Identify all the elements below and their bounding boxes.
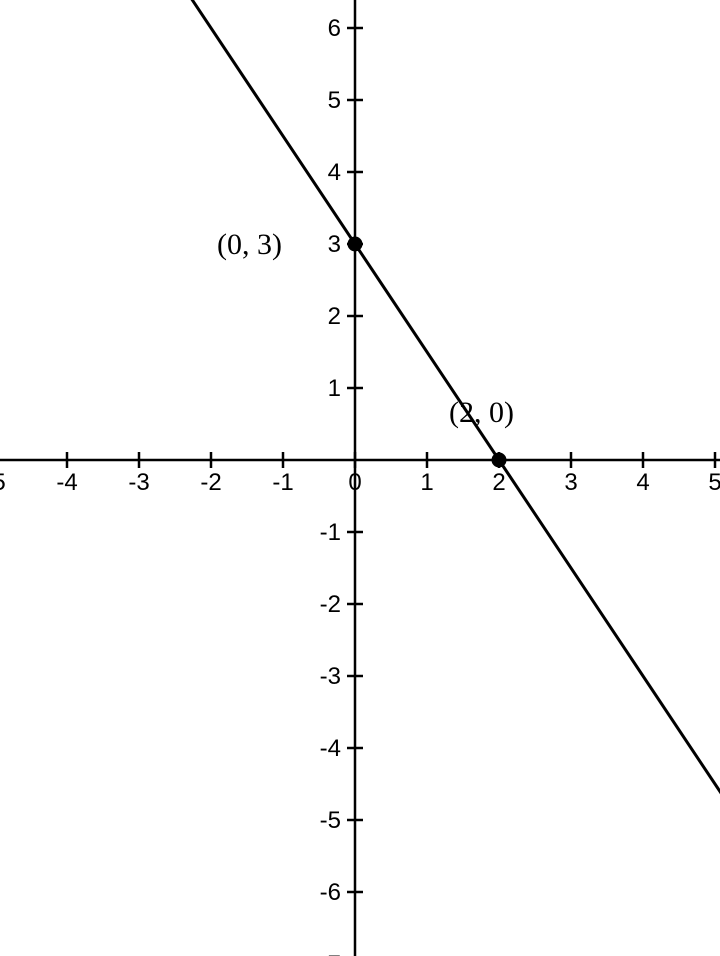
plotted-point (348, 237, 362, 251)
y-tick-label: -6 (320, 879, 341, 906)
y-tick-label: 1 (328, 375, 341, 402)
x-tick-label: 4 (636, 469, 649, 496)
y-tick-label: 2 (328, 303, 341, 330)
y-tick-label: -5 (320, 807, 341, 834)
y-tick-label-partial: 7 (328, 951, 341, 956)
y-tick-label: -3 (320, 663, 341, 690)
x-tick-label: 3 (564, 469, 577, 496)
point-label: (2, 0) (449, 396, 514, 429)
y-tick-label: 4 (328, 159, 341, 186)
x-tick-label: 0 (348, 469, 361, 496)
x-tick-label: 2 (492, 469, 505, 496)
x-tick-label: -5 (0, 469, 6, 496)
coordinate-plane-chart: -5 -4 -3 -2 -1 0 1 2 3 4 5 -6 -5 -4 -3 -2 -1 1 2 3 4 5 6 7 (0, 3… (0, 0, 720, 956)
x-tick-label: -4 (56, 469, 77, 496)
y-tick-label: -1 (320, 519, 341, 546)
y-tick-label: 5 (328, 87, 341, 114)
y-tick-label: 3 (328, 231, 341, 258)
y-tick-label: -4 (320, 735, 341, 762)
x-tick-label: -2 (200, 469, 221, 496)
plotted-point (492, 453, 506, 467)
y-tick-label: -2 (320, 591, 341, 618)
point-label: (0, 3) (217, 228, 282, 261)
x-tick-label: 1 (420, 469, 433, 496)
x-tick-label: -3 (128, 469, 149, 496)
x-tick-label: 5 (708, 469, 720, 496)
x-tick-label: -1 (272, 469, 293, 496)
y-tick-label: 6 (328, 15, 341, 42)
